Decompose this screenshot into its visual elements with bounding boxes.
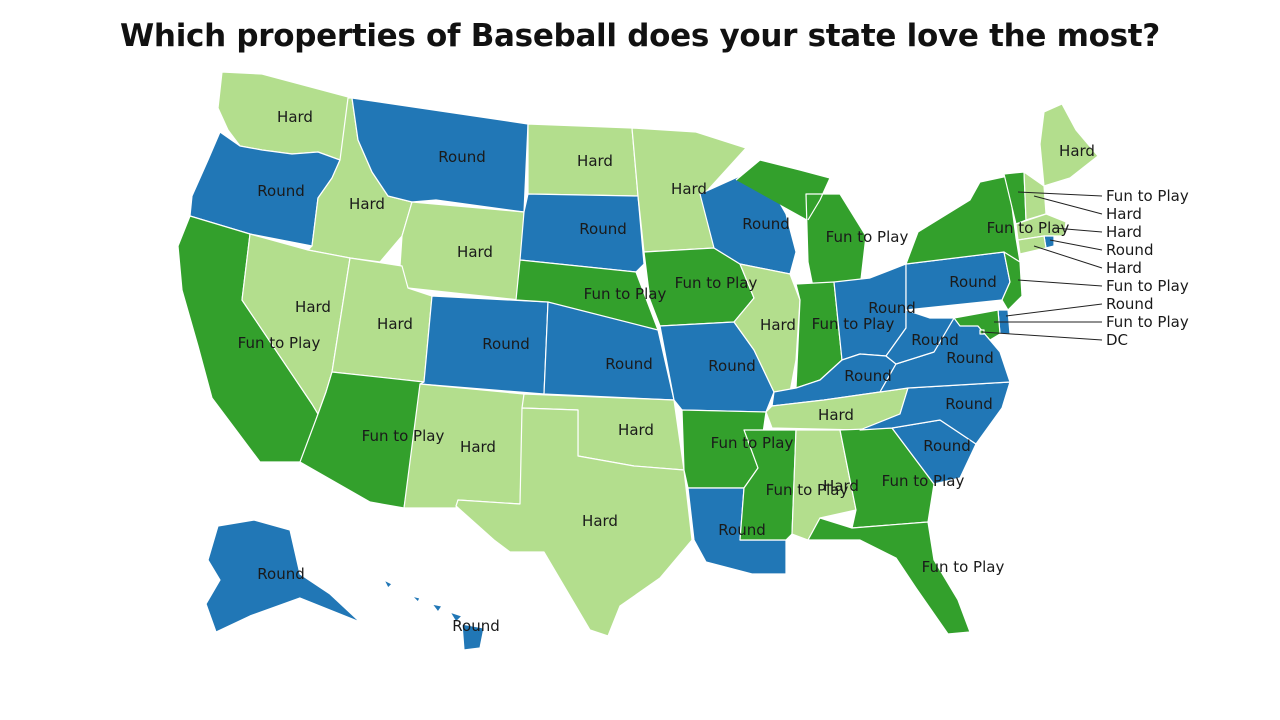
state-label-nd: Hard — [577, 152, 613, 170]
state-label-ar: Fun to Play — [711, 434, 794, 452]
callout-leader-vt — [1017, 191, 1103, 197]
state-wv — [885, 309, 955, 365]
state-label-wa: Hard — [277, 108, 313, 126]
callout-label-ri: Round — [1106, 241, 1153, 259]
state-label-co: Round — [482, 335, 529, 353]
state-fl — [807, 517, 971, 635]
state-label-sd: Round — [579, 220, 626, 238]
state-label-ca: Fun to Play — [238, 334, 321, 352]
state-me — [1039, 103, 1099, 187]
callout-label-vt: Fun to Play — [1106, 187, 1189, 205]
state-label-nc: Round — [945, 395, 992, 413]
state-label-ms: Fun to Play — [766, 481, 849, 499]
state-label-ks: Round — [605, 355, 652, 373]
state-label-la: Round — [718, 521, 765, 539]
state-label-ny: Fun to Play — [987, 219, 1070, 237]
state-label-ga: Fun to Play — [882, 472, 965, 490]
state-label-id: Hard — [349, 195, 385, 213]
callout-label-nh: Hard — [1106, 205, 1142, 223]
state-label-mi: Fun to Play — [826, 228, 909, 246]
state-hi — [383, 579, 485, 651]
state-ny — [905, 175, 1021, 265]
state-label-ut: Hard — [377, 315, 413, 333]
callout-label-dc: DC — [1106, 331, 1128, 349]
callout-leader-ma — [1053, 227, 1103, 233]
state-label-mn: Hard — [671, 180, 707, 198]
state-label-tx: Hard — [582, 512, 618, 530]
state-label-sc: Round — [923, 437, 970, 455]
state-label-al: Hard — [823, 477, 859, 495]
state-label-wi: Round — [742, 215, 789, 233]
state-ct — [1017, 235, 1047, 255]
callout-leader-ct — [1033, 245, 1103, 269]
state-label-or: Round — [257, 182, 304, 200]
map-title: Which properties of Baseball does your s… — [120, 18, 1160, 54]
state-label-mo: Round — [708, 357, 755, 375]
state-label-hi: Round — [452, 617, 499, 635]
state-label-me: Hard — [1059, 142, 1095, 160]
callout-leader-nh — [1033, 195, 1103, 215]
callout-leader-ri — [1049, 239, 1103, 251]
callout-label-ma: Hard — [1106, 223, 1142, 241]
state-ak — [205, 519, 361, 633]
callout-leader-de — [1005, 303, 1103, 317]
callout-label-de: Round — [1106, 295, 1153, 313]
state-label-ok: Hard — [618, 421, 654, 439]
states-layer — [177, 71, 1099, 651]
callout-leaders — [981, 191, 1103, 341]
state-label-ne: Fun to Play — [584, 285, 667, 303]
state-label-wv: Round — [911, 331, 958, 349]
state-label-tn: Hard — [818, 406, 854, 424]
callout-leader-dc — [981, 331, 1103, 341]
state-label-wy: Hard — [457, 243, 493, 261]
state-label-nv: Hard — [295, 298, 331, 316]
state-label-il: Hard — [760, 316, 796, 334]
state-nc — [859, 381, 1011, 445]
callout-label-md: Fun to Play — [1106, 313, 1189, 331]
state-label-nm: Hard — [460, 438, 496, 456]
state-label-in: Fun to Play — [812, 315, 895, 333]
callout-label-nj: Fun to Play — [1106, 277, 1189, 295]
state-label-ia: Fun to Play — [675, 274, 758, 292]
state-label-ak: Round — [257, 565, 304, 583]
state-label-va: Round — [946, 349, 993, 367]
state-label-mt: Round — [438, 148, 485, 166]
state-label-pa: Round — [949, 273, 996, 291]
callout-label-ct: Hard — [1106, 259, 1142, 277]
state-label-fl: Fun to Play — [922, 558, 1005, 576]
state-label-az: Fun to Play — [362, 427, 445, 445]
callout-leader-nj — [1017, 279, 1103, 287]
state-label-oh: Round — [868, 299, 915, 317]
state-label-ky: Round — [844, 367, 891, 385]
state-tx — [455, 407, 693, 637]
